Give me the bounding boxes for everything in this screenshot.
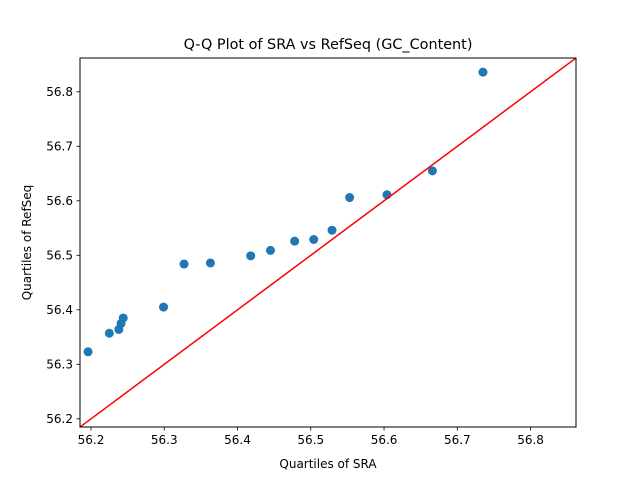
data-points bbox=[83, 67, 488, 357]
data-point bbox=[83, 347, 93, 357]
y-tick-label: 56.2 bbox=[46, 412, 73, 426]
y-axis-label: Quartiles of RefSeq bbox=[20, 185, 34, 301]
x-tick-label: 56.4 bbox=[224, 433, 251, 447]
axis-ticks: 56.2 56.3 56.4 56.5 56.6 56.7 56.8 56.2 56.3 56.4… bbox=[46, 85, 544, 447]
y-tick-label: 56.4 bbox=[46, 303, 73, 317]
y-tick-label: 56.3 bbox=[46, 358, 73, 372]
data-point bbox=[309, 235, 319, 244]
data-point bbox=[427, 166, 437, 176]
x-axis-label: Quartiles of SRA bbox=[279, 457, 377, 471]
y-tick-label: 56.6 bbox=[46, 194, 73, 208]
x-tick-label: 56.6 bbox=[371, 433, 398, 447]
x-tick-label: 56.5 bbox=[297, 433, 324, 447]
data-point bbox=[104, 328, 114, 338]
plot-area-frame bbox=[79, 57, 577, 428]
data-point bbox=[478, 67, 488, 77]
data-point bbox=[118, 313, 128, 323]
data-point bbox=[345, 193, 355, 203]
data-point bbox=[290, 236, 300, 246]
data-point bbox=[179, 259, 189, 269]
data-point bbox=[159, 302, 169, 312]
y-tick-label: 56.8 bbox=[46, 85, 73, 99]
reference-line bbox=[80, 58, 576, 427]
x-tick-label: 56.3 bbox=[151, 433, 178, 447]
data-point bbox=[246, 251, 256, 261]
data-point bbox=[327, 225, 337, 235]
data-point bbox=[205, 258, 215, 268]
x-tick-label: 56.2 bbox=[78, 433, 105, 447]
x-tick-label: 56.8 bbox=[517, 433, 544, 447]
y-tick-label: 56.5 bbox=[46, 249, 73, 263]
chart-title: Q-Q Plot of SRA vs RefSeq (GC_Content) bbox=[184, 37, 473, 53]
data-point bbox=[265, 245, 275, 255]
x-tick-label: 56.7 bbox=[444, 433, 471, 447]
y-tick-label: 56.7 bbox=[46, 140, 73, 154]
